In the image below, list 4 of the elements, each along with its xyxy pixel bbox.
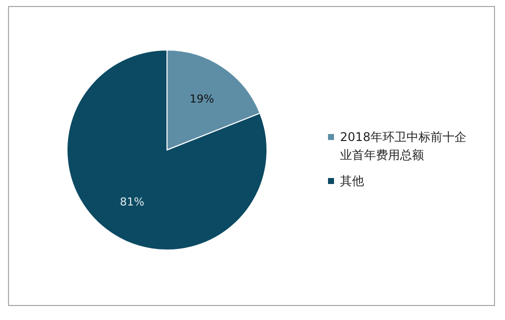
legend-label: 其他 (340, 173, 364, 190)
data-label: 19% (190, 92, 214, 106)
data-label: 81% (120, 195, 144, 208)
legend-label: 2018年环卫中标前十企业首年费用总额 (340, 129, 468, 164)
